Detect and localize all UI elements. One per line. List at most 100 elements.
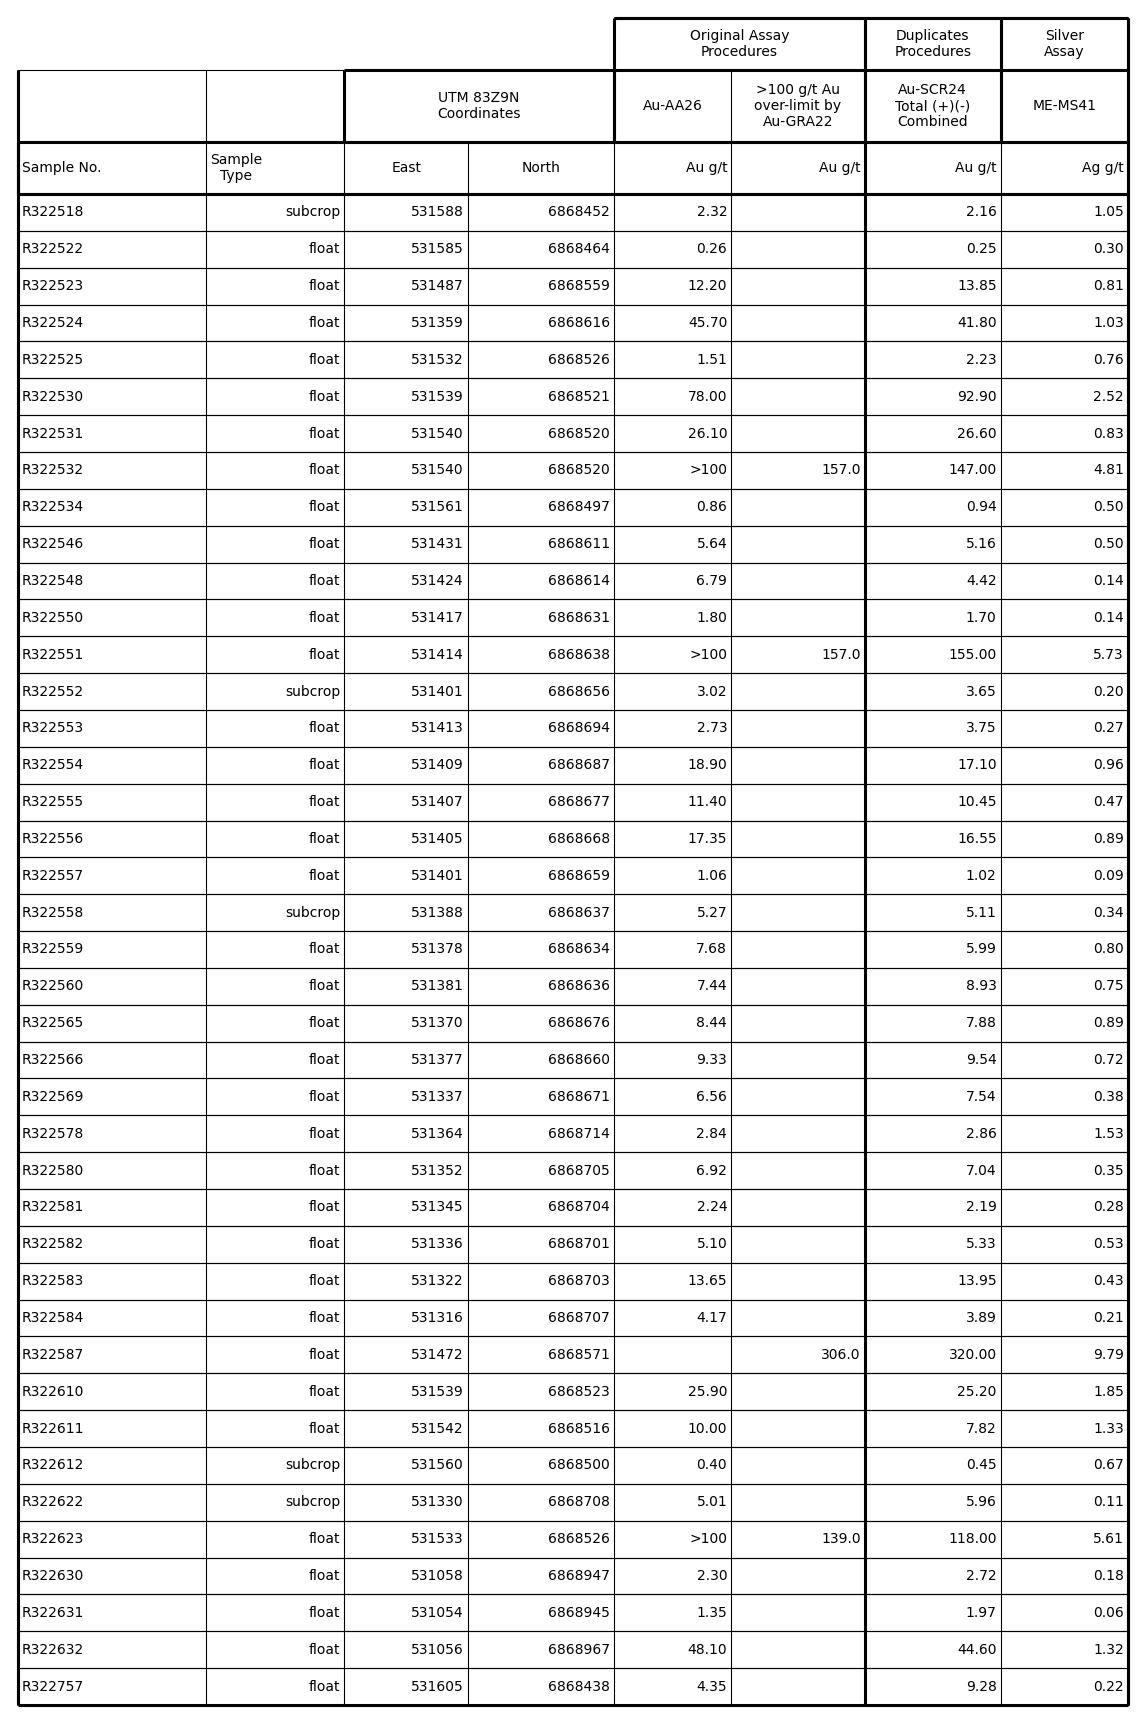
- Text: R322611: R322611: [22, 1421, 85, 1435]
- Text: float: float: [308, 1237, 340, 1251]
- Text: float: float: [308, 1311, 340, 1325]
- Text: 0.89: 0.89: [1093, 832, 1124, 846]
- Text: R322560: R322560: [22, 979, 85, 994]
- Text: 6868703: 6868703: [548, 1275, 610, 1289]
- Text: float: float: [308, 1091, 340, 1104]
- Text: R322631: R322631: [22, 1606, 85, 1620]
- Text: 44.60: 44.60: [957, 1642, 997, 1658]
- Text: Au-SCR24
Total (+)(-)
Combined: Au-SCR24 Total (+)(-) Combined: [895, 83, 971, 129]
- Text: R322556: R322556: [22, 832, 85, 846]
- Text: float: float: [308, 868, 340, 882]
- Text: float: float: [308, 427, 340, 441]
- Text: 118.00: 118.00: [948, 1532, 997, 1546]
- Text: 5.99: 5.99: [966, 942, 997, 956]
- Text: 3.02: 3.02: [697, 684, 728, 698]
- Text: 5.73: 5.73: [1093, 648, 1124, 662]
- Text: Silver
Assay: Silver Assay: [1044, 29, 1084, 59]
- Text: 0.14: 0.14: [1093, 574, 1124, 588]
- Text: R322558: R322558: [22, 906, 85, 920]
- Text: R322566: R322566: [22, 1053, 85, 1067]
- Text: 531378: 531378: [411, 942, 464, 956]
- Text: 0.18: 0.18: [1093, 1570, 1124, 1583]
- Text: 11.40: 11.40: [688, 794, 728, 810]
- Text: 6868631: 6868631: [548, 612, 610, 625]
- Text: R322530: R322530: [22, 389, 84, 403]
- Text: 2.32: 2.32: [697, 205, 728, 219]
- Text: R322569: R322569: [22, 1091, 85, 1104]
- Text: 9.54: 9.54: [966, 1053, 997, 1067]
- Text: 531054: 531054: [411, 1606, 464, 1620]
- Text: 0.76: 0.76: [1093, 353, 1124, 367]
- Text: 45.70: 45.70: [688, 315, 728, 331]
- Text: 13.65: 13.65: [688, 1275, 728, 1289]
- Text: 0.30: 0.30: [1093, 243, 1124, 257]
- Text: 0.20: 0.20: [1093, 684, 1124, 698]
- Text: 0.09: 0.09: [1093, 868, 1124, 882]
- Text: 1.53: 1.53: [1093, 1127, 1124, 1141]
- Text: float: float: [308, 1347, 340, 1361]
- Text: 6868708: 6868708: [548, 1496, 610, 1509]
- Text: 7.54: 7.54: [966, 1091, 997, 1104]
- Text: 6868516: 6868516: [548, 1421, 610, 1435]
- Text: 1.85: 1.85: [1093, 1385, 1124, 1399]
- Text: float: float: [308, 758, 340, 772]
- Text: 6868614: 6868614: [548, 574, 610, 588]
- Text: 531487: 531487: [411, 279, 464, 293]
- Text: float: float: [308, 1606, 340, 1620]
- Text: 5.64: 5.64: [697, 538, 728, 551]
- Text: 5.61: 5.61: [1093, 1532, 1124, 1546]
- Text: 6868500: 6868500: [548, 1458, 610, 1473]
- Text: 1.51: 1.51: [697, 353, 728, 367]
- Text: 531370: 531370: [411, 1017, 464, 1030]
- Text: 6868520: 6868520: [548, 463, 610, 477]
- Text: 3.89: 3.89: [966, 1311, 997, 1325]
- Text: 6868523: 6868523: [548, 1385, 610, 1399]
- Text: 2.73: 2.73: [697, 722, 728, 736]
- Text: 6868714: 6868714: [548, 1127, 610, 1141]
- Text: 0.86: 0.86: [697, 500, 728, 513]
- Text: 6868497: 6868497: [548, 500, 610, 513]
- Text: 0.50: 0.50: [1093, 538, 1124, 551]
- Text: float: float: [308, 1201, 340, 1215]
- Text: 10.45: 10.45: [957, 794, 997, 810]
- Text: East: East: [391, 160, 421, 176]
- Text: 5.10: 5.10: [697, 1237, 728, 1251]
- Text: Sample
Type: Sample Type: [210, 153, 262, 183]
- Text: 0.14: 0.14: [1093, 612, 1124, 625]
- Text: R322580: R322580: [22, 1163, 85, 1177]
- Text: 5.96: 5.96: [966, 1496, 997, 1509]
- Text: R322551: R322551: [22, 648, 85, 662]
- Text: 0.67: 0.67: [1093, 1458, 1124, 1473]
- Text: R322612: R322612: [22, 1458, 85, 1473]
- Text: 2.30: 2.30: [697, 1570, 728, 1583]
- Text: 306.0: 306.0: [822, 1347, 861, 1361]
- Text: R322531: R322531: [22, 427, 85, 441]
- Text: float: float: [308, 794, 340, 810]
- Text: R322632: R322632: [22, 1642, 85, 1658]
- Text: 0.96: 0.96: [1093, 758, 1124, 772]
- Text: 0.43: 0.43: [1093, 1275, 1124, 1289]
- Text: 4.81: 4.81: [1093, 463, 1124, 477]
- Text: 0.38: 0.38: [1093, 1091, 1124, 1104]
- Text: float: float: [308, 279, 340, 293]
- Text: 48.10: 48.10: [688, 1642, 728, 1658]
- Text: >100: >100: [689, 648, 728, 662]
- Text: 4.42: 4.42: [966, 574, 997, 588]
- Text: 13.85: 13.85: [957, 279, 997, 293]
- Text: 531405: 531405: [411, 832, 464, 846]
- Text: 26.10: 26.10: [688, 427, 728, 441]
- Text: 155.00: 155.00: [949, 648, 997, 662]
- Text: 531542: 531542: [411, 1421, 464, 1435]
- Text: 6868659: 6868659: [548, 868, 610, 882]
- Text: float: float: [308, 1017, 340, 1030]
- Text: >100: >100: [689, 1532, 728, 1546]
- Text: 6868967: 6868967: [548, 1642, 610, 1658]
- Text: float: float: [308, 1532, 340, 1546]
- Text: 0.11: 0.11: [1093, 1496, 1124, 1509]
- Text: 0.89: 0.89: [1093, 1017, 1124, 1030]
- Text: 6868634: 6868634: [548, 942, 610, 956]
- Text: 78.00: 78.00: [688, 389, 728, 403]
- Text: 531540: 531540: [411, 427, 464, 441]
- Text: 531588: 531588: [411, 205, 464, 219]
- Text: 531345: 531345: [411, 1201, 464, 1215]
